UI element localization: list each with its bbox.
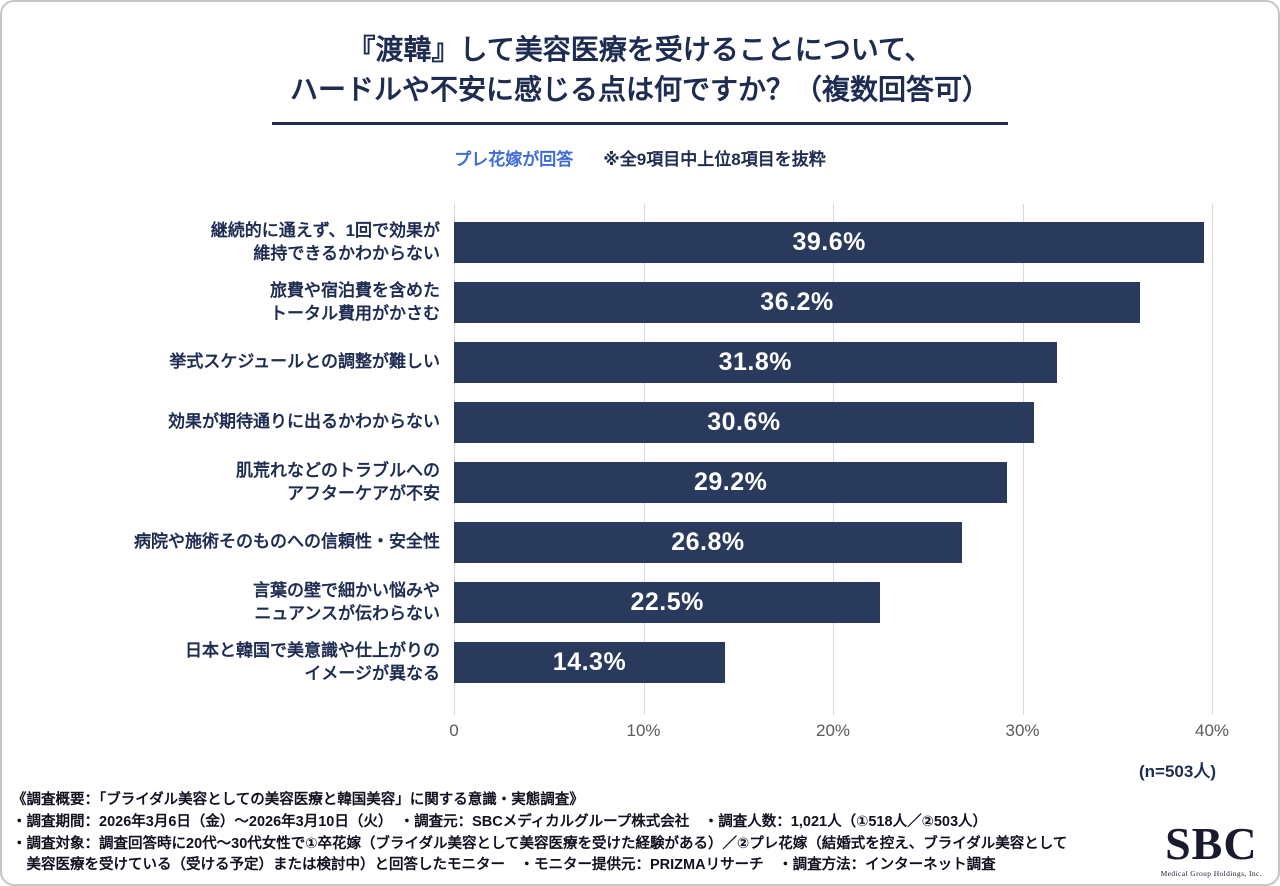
bar: 39.6% xyxy=(454,222,1205,263)
bar-value-label: 29.2% xyxy=(693,468,768,496)
legend-note-label: ※全9項目中上位8項目を抜粋 xyxy=(603,150,826,169)
bar-rows: 継続的に通えず、1回で効果が 維持できるかわからない 39.6% 旅費や宿泊費を… xyxy=(2,220,1278,683)
bar-track: 29.2% xyxy=(454,462,1212,503)
category-label: 言葉の壁で細かい悩みや ニュアンスが伝わらない xyxy=(253,580,440,623)
bar-row: 旅費や宿泊費を含めた トータル費用がかさむ 36.2% xyxy=(2,280,1278,323)
category-label: 日本と韓国で美意識や仕上がりの イメージが異なる xyxy=(185,640,440,683)
category-label: 挙式スケジュールとの調整が難しい xyxy=(169,352,440,372)
bar-track: 14.3% xyxy=(454,642,1212,683)
bar-value-label: 31.8% xyxy=(718,348,792,376)
gridline-30 xyxy=(1022,204,1024,715)
sbc-logo-caption: Medical Group Holdings, Inc. xyxy=(1160,869,1262,878)
bar: 14.3% xyxy=(454,642,725,683)
chart-title: 『渡韓』して美容医療を受けることについて、 ハードルや不安に感じる点は何ですか？… xyxy=(289,34,990,105)
bar-row: 肌荒れなどのトラブルへの アフターケアが不安 29.2% xyxy=(2,460,1278,503)
footer-line-subjects-1: ・調査対象：調査回答時に20代～30代女性で①卒花嫁（ブライダル美容として美容医… xyxy=(12,835,1068,852)
gridline-40 xyxy=(1212,204,1213,715)
x-tick-20: 20% xyxy=(815,721,851,740)
bar-track: 30.6% xyxy=(454,402,1212,443)
bar-track: 31.8% xyxy=(454,342,1212,383)
bar: 36.2% xyxy=(454,282,1140,323)
bar-value-label: 26.8% xyxy=(671,528,745,556)
x-axis: 0 10% 20% 30% 40% xyxy=(449,715,1229,745)
x-tick-30: 30% xyxy=(1005,721,1040,740)
bar-row: 日本と韓国で美意識や仕上がりの イメージが異なる 14.3% xyxy=(2,640,1278,683)
survey-footer: 《調査概要：「ブライダル美容としての美容医療と韓国美容」に関する意識・実態調査》… xyxy=(2,790,1278,877)
gridline-0 xyxy=(454,204,455,715)
bar-row: 病院や施術そのものへの信頼性・安全性 26.8% xyxy=(2,522,1278,563)
footer-line-overview: 《調査概要：「ブライダル美容としての美容医療と韓国美容」に関する意識・実態調査》 xyxy=(12,792,584,808)
footer-line-period: ・調査期間：2026年3月6日（金）～2026年3月10日（火） ・調査元：SB… xyxy=(12,813,988,830)
bar-chart: 継続的に通えず、1回で効果が 維持できるかわからない 39.6% 旅費や宿泊費を… xyxy=(2,204,1278,715)
x-tick-10: 10% xyxy=(626,721,661,740)
title-underline xyxy=(272,121,1008,125)
bar: 31.8% xyxy=(454,342,1057,383)
bar-value-label: 14.3% xyxy=(552,648,627,676)
bar-value-label: 30.6% xyxy=(707,408,781,436)
bar-row: 継続的に通えず、1回で効果が 維持できるかわからない 39.6% xyxy=(2,220,1278,263)
bar-row: 効果が期待通りに出るかわからない 30.6% xyxy=(2,402,1278,443)
category-label: 肌荒れなどのトラブルへの アフターケアが不安 xyxy=(236,460,440,503)
bar-value-label: 22.5% xyxy=(630,588,704,616)
footer-line-subjects-2: 美容医療を受けている（受ける予定）または検討中）と回答したモニター ・モニター提… xyxy=(12,857,996,874)
bar-track: 22.5% xyxy=(454,582,1212,623)
x-tick-0: 0 xyxy=(449,721,459,740)
bar-track: 39.6% xyxy=(454,222,1212,263)
gridline-10 xyxy=(643,204,645,715)
x-tick-40: 40% xyxy=(1194,721,1230,740)
bar: 22.5% xyxy=(454,582,881,623)
sample-size-row: (n=503人) xyxy=(2,757,1278,782)
gridline-20 xyxy=(833,204,834,715)
legend-respondent-label: プレ花嫁が回答 xyxy=(454,150,574,169)
category-label: 病院や施術そのものへの信頼性・安全性 xyxy=(134,532,440,552)
bar: 29.2% xyxy=(454,462,1008,503)
bar-value-label: 36.2% xyxy=(760,288,834,316)
bar: 26.8% xyxy=(454,522,962,563)
sbc-logo-text: SBC xyxy=(1165,818,1258,869)
bar-row: 言葉の壁で細かい悩みや ニュアンスが伝わらない 22.5% xyxy=(2,580,1278,623)
category-label: 効果が期待通りに出るかわからない xyxy=(168,412,440,432)
category-label: 旅費や宿泊費を含めた トータル費用がかさむ xyxy=(270,280,440,323)
bar-value-label: 39.6% xyxy=(792,228,866,256)
bar-row: 挙式スケジュールとの調整が難しい 31.8% xyxy=(2,342,1278,383)
sbc-logo: SBC Medical Group Holdings, Inc. xyxy=(1160,818,1262,879)
sample-size-label: (n=503人) xyxy=(1139,762,1216,781)
bar: 30.6% xyxy=(454,402,1034,443)
category-label: 継続的に通えず、1回で効果が 維持できるかわからない xyxy=(210,220,440,263)
bar-track: 26.8% xyxy=(454,522,1212,563)
gridlines xyxy=(454,204,1213,715)
legend-row: プレ花嫁が回答 ※全9項目中上位8項目を抜粋 xyxy=(2,145,1278,170)
bar-track: 36.2% xyxy=(454,282,1212,323)
